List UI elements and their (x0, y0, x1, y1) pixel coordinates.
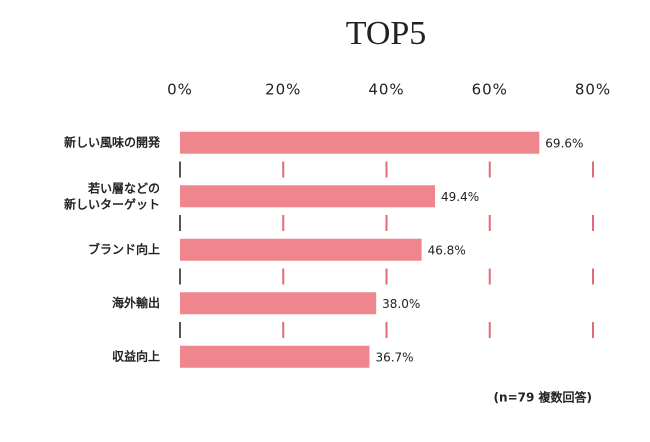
bar (180, 345, 370, 368)
value-label: 36.7% (375, 350, 413, 364)
bar (180, 185, 436, 208)
category-label: 収益向上 (112, 348, 160, 363)
chart-title: TOP5 (346, 15, 427, 52)
x-tick-label: 60% (472, 81, 508, 99)
bar (180, 131, 540, 154)
bar (180, 238, 422, 261)
category-label: 新しい風味の開発 (64, 134, 161, 149)
x-tick-label: 40% (368, 81, 404, 99)
value-label: 49.4% (441, 190, 479, 204)
value-label: 38.0% (382, 297, 420, 311)
x-tick-label: 0% (167, 81, 193, 99)
value-label: 46.8% (428, 243, 466, 257)
category-label: 若い層などの新しいターゲット (64, 180, 160, 211)
category-label: 海外輸出 (112, 295, 160, 310)
x-tick-label: 20% (265, 81, 301, 99)
x-tick-label: 80% (575, 81, 611, 99)
note: (n=79 複数回答) (494, 390, 592, 405)
bar (180, 292, 377, 315)
category-label: ブランド向上 (88, 241, 160, 256)
value-label: 69.6% (545, 136, 583, 150)
